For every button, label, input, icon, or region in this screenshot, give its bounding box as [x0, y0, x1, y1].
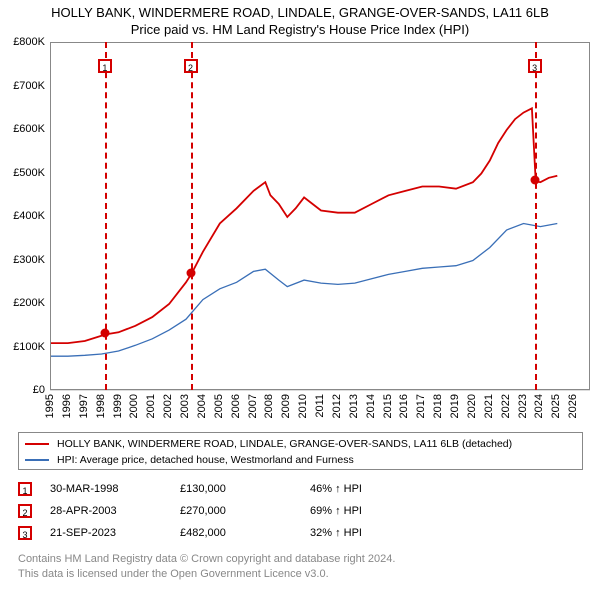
x-tick-label: 2010: [297, 394, 309, 418]
x-tick-label: 2020: [466, 394, 478, 418]
sale-row-price: £270,000: [180, 505, 310, 517]
legend-row-property: HOLLY BANK, WINDERMERE ROAD, LINDALE, GR…: [25, 436, 576, 452]
chart-plot-area: [50, 42, 590, 390]
x-tick-label: 1996: [61, 394, 73, 418]
x-tick-label: 2000: [128, 394, 140, 418]
y-tick-label: £800K: [13, 36, 45, 48]
y-tick-label: £500K: [13, 167, 45, 179]
x-tick-label: 2017: [415, 394, 427, 418]
chart-legend: HOLLY BANK, WINDERMERE ROAD, LINDALE, GR…: [18, 432, 583, 470]
sale-table-row: 1 30-MAR-1998£130,00046% ↑ HPI: [18, 478, 430, 500]
x-tick-label: 1999: [112, 394, 124, 418]
sale-row-pct: 46% ↑ HPI: [310, 483, 430, 495]
legend-label-property: HOLLY BANK, WINDERMERE ROAD, LINDALE, GR…: [57, 438, 512, 450]
sale-event-vline: [535, 42, 537, 390]
x-tick-label: 2008: [263, 394, 275, 418]
sale-row-date: 21-SEP-2023: [50, 527, 180, 539]
x-tick-label: 2016: [398, 394, 410, 418]
x-tick-label: 2003: [179, 394, 191, 418]
y-tick-label: £600K: [13, 123, 45, 135]
legend-row-hpi: HPI: Average price, detached house, West…: [25, 452, 576, 468]
legend-label-hpi: HPI: Average price, detached house, West…: [57, 454, 354, 466]
x-tick-label: 2014: [365, 394, 377, 418]
sale-event-point: [530, 176, 539, 185]
x-tick-label: 2007: [247, 394, 259, 418]
series-line-property: [51, 108, 557, 343]
sale-event-marker: 2: [184, 59, 198, 73]
legend-swatch-hpi: [25, 459, 49, 461]
x-tick-label: 2021: [483, 394, 495, 418]
sale-event-marker: 1: [98, 59, 112, 73]
x-tick-label: 2013: [348, 394, 360, 418]
x-tick-label: 2019: [449, 394, 461, 418]
sale-row-marker: 2: [18, 504, 32, 518]
y-tick-label: £300K: [13, 254, 45, 266]
sale-row-marker: 3: [18, 526, 32, 540]
attribution-line2: This data is licensed under the Open Gov…: [18, 567, 329, 581]
x-tick-label: 2012: [331, 394, 343, 418]
sale-row-date: 28-APR-2003: [50, 505, 180, 517]
sale-table: 1 30-MAR-1998£130,00046% ↑ HPI 2 28-APR-200…: [18, 478, 430, 544]
chart-title-subtitle: Price paid vs. HM Land Registry's House …: [0, 22, 600, 37]
sale-table-row: 3 21-SEP-2023£482,00032% ↑ HPI: [18, 522, 430, 544]
sale-row-marker: 1: [18, 482, 32, 496]
x-tick-label: 2026: [567, 394, 579, 418]
x-tick-label: 2006: [230, 394, 242, 418]
y-tick-label: £200K: [13, 297, 45, 309]
x-tick-label: 2004: [196, 394, 208, 418]
series-line-hpi: [51, 224, 557, 357]
x-tick-label: 2023: [517, 394, 529, 418]
x-tick-label: 1998: [95, 394, 107, 418]
attribution-line1: Contains HM Land Registry data © Crown c…: [18, 552, 395, 566]
sale-event-vline: [191, 42, 193, 390]
sale-event-marker: 3: [528, 59, 542, 73]
x-tick-label: 2025: [550, 394, 562, 418]
x-tick-label: 2011: [314, 394, 326, 418]
chart-lines-svg: [51, 43, 591, 391]
x-tick-label: 1995: [44, 394, 56, 418]
x-tick-label: 1997: [78, 394, 90, 418]
sale-table-row: 2 28-APR-2003£270,00069% ↑ HPI: [18, 500, 430, 522]
x-tick-label: 2009: [280, 394, 292, 418]
sale-row-date: 30-MAR-1998: [50, 483, 180, 495]
sale-row-price: £130,000: [180, 483, 310, 495]
x-tick-label: 2024: [533, 394, 545, 418]
y-tick-label: £400K: [13, 210, 45, 222]
x-tick-label: 2015: [382, 394, 394, 418]
legend-swatch-property: [25, 443, 49, 445]
x-tick-label: 2002: [162, 394, 174, 418]
x-tick-label: 2022: [500, 394, 512, 418]
sale-event-point: [186, 268, 195, 277]
y-tick-label: £700K: [13, 80, 45, 92]
y-tick-label: £100K: [13, 341, 45, 353]
sale-row-pct: 69% ↑ HPI: [310, 505, 430, 517]
sale-row-pct: 32% ↑ HPI: [310, 527, 430, 539]
x-tick-label: 2005: [213, 394, 225, 418]
x-tick-label: 2018: [432, 394, 444, 418]
chart-title-address: HOLLY BANK, WINDERMERE ROAD, LINDALE, GR…: [0, 5, 600, 20]
sale-event-point: [100, 329, 109, 338]
x-tick-label: 2001: [145, 394, 157, 418]
sale-row-price: £482,000: [180, 527, 310, 539]
